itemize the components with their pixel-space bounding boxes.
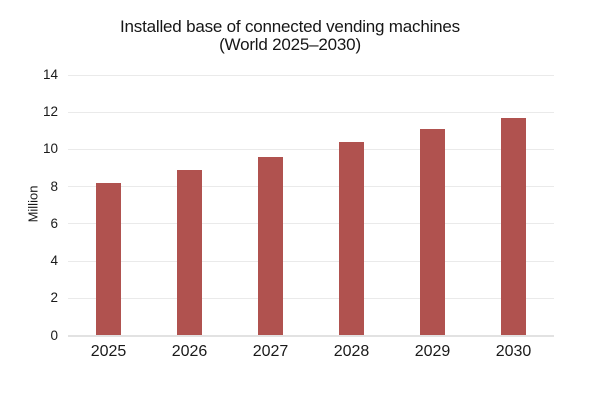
- bar-2029: [420, 129, 445, 336]
- bar-2030: [501, 117, 526, 336]
- gridline-y14: [68, 74, 554, 76]
- y-tick-label-10: 10: [42, 141, 58, 157]
- bar-2027: [258, 156, 283, 336]
- bar-2026: [177, 169, 202, 336]
- gridline-y8: [68, 186, 554, 188]
- gridline-y2: [68, 297, 554, 299]
- x-axis-baseline: [68, 334, 554, 337]
- chart-title: Installed base of connected vending mach…: [0, 18, 580, 53]
- y-tick-label-0: 0: [50, 327, 58, 343]
- y-tick-label-2: 2: [50, 290, 58, 306]
- bar-2025: [96, 183, 121, 336]
- y-tick-label-6: 6: [50, 215, 58, 231]
- x-tick-label-2028: 2028: [333, 343, 370, 360]
- gridline-y10: [68, 148, 554, 150]
- gridline-y12: [68, 111, 554, 113]
- gridline-y4: [68, 260, 554, 262]
- chart-title-line2: (World 2025–2030): [219, 34, 361, 54]
- bar-2028: [339, 142, 364, 336]
- x-tick-label-2026: 2026: [171, 343, 208, 360]
- x-tick-label-2025: 2025: [90, 343, 127, 360]
- y-tick-label-4: 4: [50, 253, 58, 269]
- gridline-y6: [68, 223, 554, 225]
- chart-title-line1: Installed base of connected vending mach…: [120, 17, 460, 36]
- y-tick-label-12: 12: [42, 104, 58, 120]
- x-tick-label-2027: 2027: [252, 343, 289, 360]
- x-tick-label-2030: 2030: [495, 343, 532, 360]
- y-tick-label-14: 14: [42, 67, 58, 82]
- y-tick-label-8: 8: [50, 178, 58, 194]
- x-tick-label-2029: 2029: [414, 343, 451, 360]
